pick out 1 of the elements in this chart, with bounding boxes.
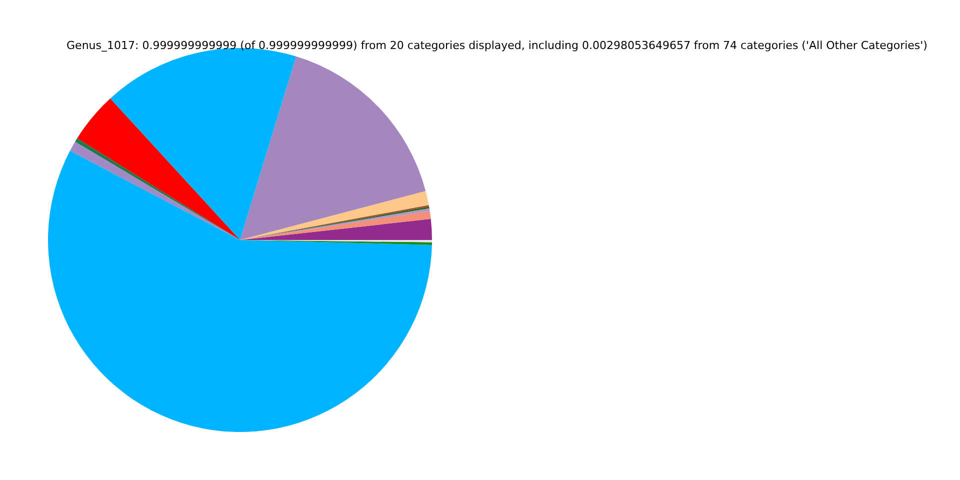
text: Genus_1017: 0.999999999999 (of 0.999999999999) from 20 categories displayed, including 0.00298053649657 from 74 categories ('All Other Categories') [66,39,928,52]
